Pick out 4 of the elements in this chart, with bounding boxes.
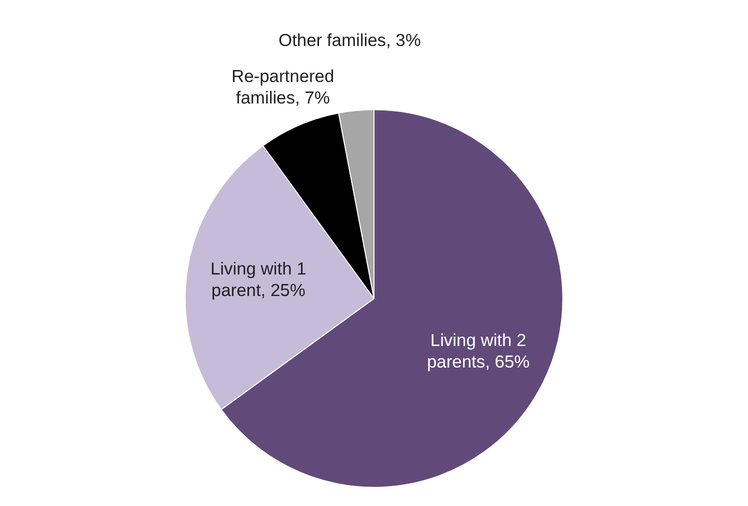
slice-label: Living with 2 parents, 65%	[426, 330, 530, 371]
slice-label: Living with 1 parent, 25%	[210, 258, 306, 300]
slice-label: Other families, 3%	[278, 30, 421, 50]
slice-label: Re-partnered families, 7%	[232, 66, 334, 108]
